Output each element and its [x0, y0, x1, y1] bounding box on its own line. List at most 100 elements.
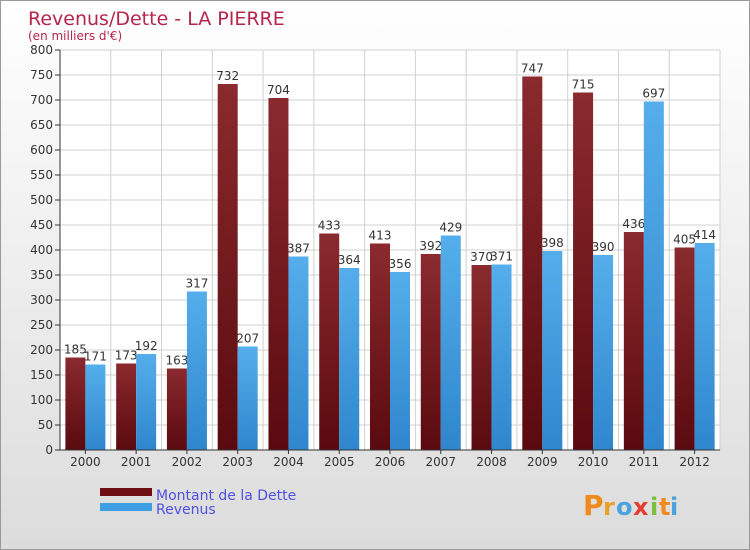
y-tick-label: 250: [30, 318, 53, 332]
bar-dette: [674, 247, 695, 450]
y-tick-label: 600: [30, 143, 53, 157]
data-label: 704: [267, 83, 290, 97]
bar-dette: [370, 243, 390, 450]
bar-revenus: [186, 291, 207, 450]
y-tick-label: 350: [30, 268, 53, 282]
data-label: 207: [236, 332, 259, 346]
bar-revenus: [339, 268, 360, 450]
logo-letter: x: [633, 493, 649, 521]
bar-dette: [522, 76, 543, 450]
bar-revenus: [136, 354, 157, 450]
y-tick-label: 200: [30, 343, 53, 357]
y-tick-label: 500: [30, 193, 53, 207]
data-label: 405: [673, 233, 696, 247]
bar-dette: [319, 233, 340, 450]
x-tick-label: 2002: [172, 455, 203, 469]
data-label: 429: [439, 221, 462, 235]
y-tick-label: 400: [30, 243, 53, 257]
bar-dette: [116, 363, 137, 450]
legend-label-dette: Montant de la Dette: [156, 488, 296, 504]
y-axis: 0 50 100 150 200 250 300 350 400 450 500 550 600 650 7…: [30, 43, 61, 457]
data-label: 356: [389, 257, 412, 271]
bar-revenus: [491, 264, 512, 450]
y-tick-label: 0: [45, 443, 53, 457]
y-tick-label: 100: [30, 393, 53, 407]
y-tick-label: 150: [30, 368, 53, 382]
x-tick-label: 2005: [324, 455, 355, 469]
data-label: 414: [693, 228, 716, 242]
x-tick-label: 2003: [222, 455, 253, 469]
bar-revenus: [85, 364, 106, 450]
bar-dette: [65, 357, 86, 450]
y-tick-label: 800: [30, 43, 53, 57]
x-tick-label: 2008: [476, 455, 507, 469]
x-tick-label: 2012: [679, 455, 710, 469]
data-label: 364: [338, 253, 361, 267]
y-tick-label: 50: [38, 418, 53, 432]
legend-swatch-revenus: [100, 503, 152, 511]
logo-letter: o: [616, 493, 633, 521]
logo-letter: P: [583, 489, 604, 522]
data-label: 413: [369, 229, 392, 243]
y-tick-label: 300: [30, 293, 53, 307]
y-tick-label: 750: [30, 68, 53, 82]
x-axis: 2000 2001 2002 2003 2004 2005 2006 2007 2008 2009…: [60, 449, 720, 469]
data-label: 370: [470, 250, 493, 264]
bar-revenus: [694, 243, 715, 450]
chart-subtitle: (en milliers d'€): [28, 29, 122, 43]
bar-revenus: [643, 101, 664, 450]
data-label: 185: [64, 343, 87, 357]
data-label: 371: [490, 250, 513, 264]
logo-letter: i: [670, 493, 678, 521]
data-label: 398: [541, 236, 564, 250]
x-tick-label: 2000: [70, 455, 101, 469]
legend-label-revenus: Revenus: [156, 502, 216, 518]
y-tick-label: 700: [30, 93, 53, 107]
x-tick-label: 2009: [527, 455, 558, 469]
bar-revenus: [288, 256, 309, 450]
bar-revenus: [390, 272, 410, 450]
bar-revenus: [593, 255, 614, 450]
bar-revenus: [237, 346, 258, 450]
data-label: 163: [165, 354, 188, 368]
bar-dette: [471, 265, 492, 450]
x-tick-label: 2001: [121, 455, 152, 469]
data-label: 390: [592, 240, 615, 254]
y-tick-label: 650: [30, 118, 53, 132]
data-label: 436: [622, 217, 645, 231]
data-label: 433: [318, 219, 341, 233]
logo-letter: t: [659, 493, 670, 521]
bar-dette: [573, 92, 594, 450]
legend-swatch-dette: [100, 488, 152, 496]
x-tick-label: 2010: [578, 455, 609, 469]
chart-title: Revenus/Dette - LA PIERRE: [28, 8, 285, 30]
y-tick-label: 450: [30, 218, 53, 232]
bar-dette: [268, 98, 289, 450]
bar-dette: [217, 84, 238, 450]
logo-letter: r: [603, 493, 615, 521]
data-label: 192: [135, 339, 158, 353]
data-label: 715: [572, 78, 595, 92]
data-label: 732: [216, 69, 239, 83]
y-tick-label: 550: [30, 168, 53, 182]
bar-revenus: [440, 235, 461, 450]
legend: Montant de la Dette Revenus: [100, 488, 296, 518]
data-label: 387: [287, 242, 310, 256]
x-tick-label: 2011: [629, 455, 660, 469]
x-tick-label: 2006: [375, 455, 406, 469]
data-label: 392: [419, 239, 442, 253]
bar-revenus: [542, 251, 563, 450]
x-tick-label: 2004: [273, 455, 304, 469]
data-label: 173: [115, 349, 138, 363]
bar-dette: [420, 254, 441, 450]
x-tick-label: 2007: [425, 455, 456, 469]
bar-dette: [166, 368, 187, 450]
bar-dette: [623, 232, 644, 450]
data-label: 317: [185, 277, 208, 291]
data-label: 697: [642, 87, 665, 101]
logo-letter: i: [650, 493, 658, 521]
